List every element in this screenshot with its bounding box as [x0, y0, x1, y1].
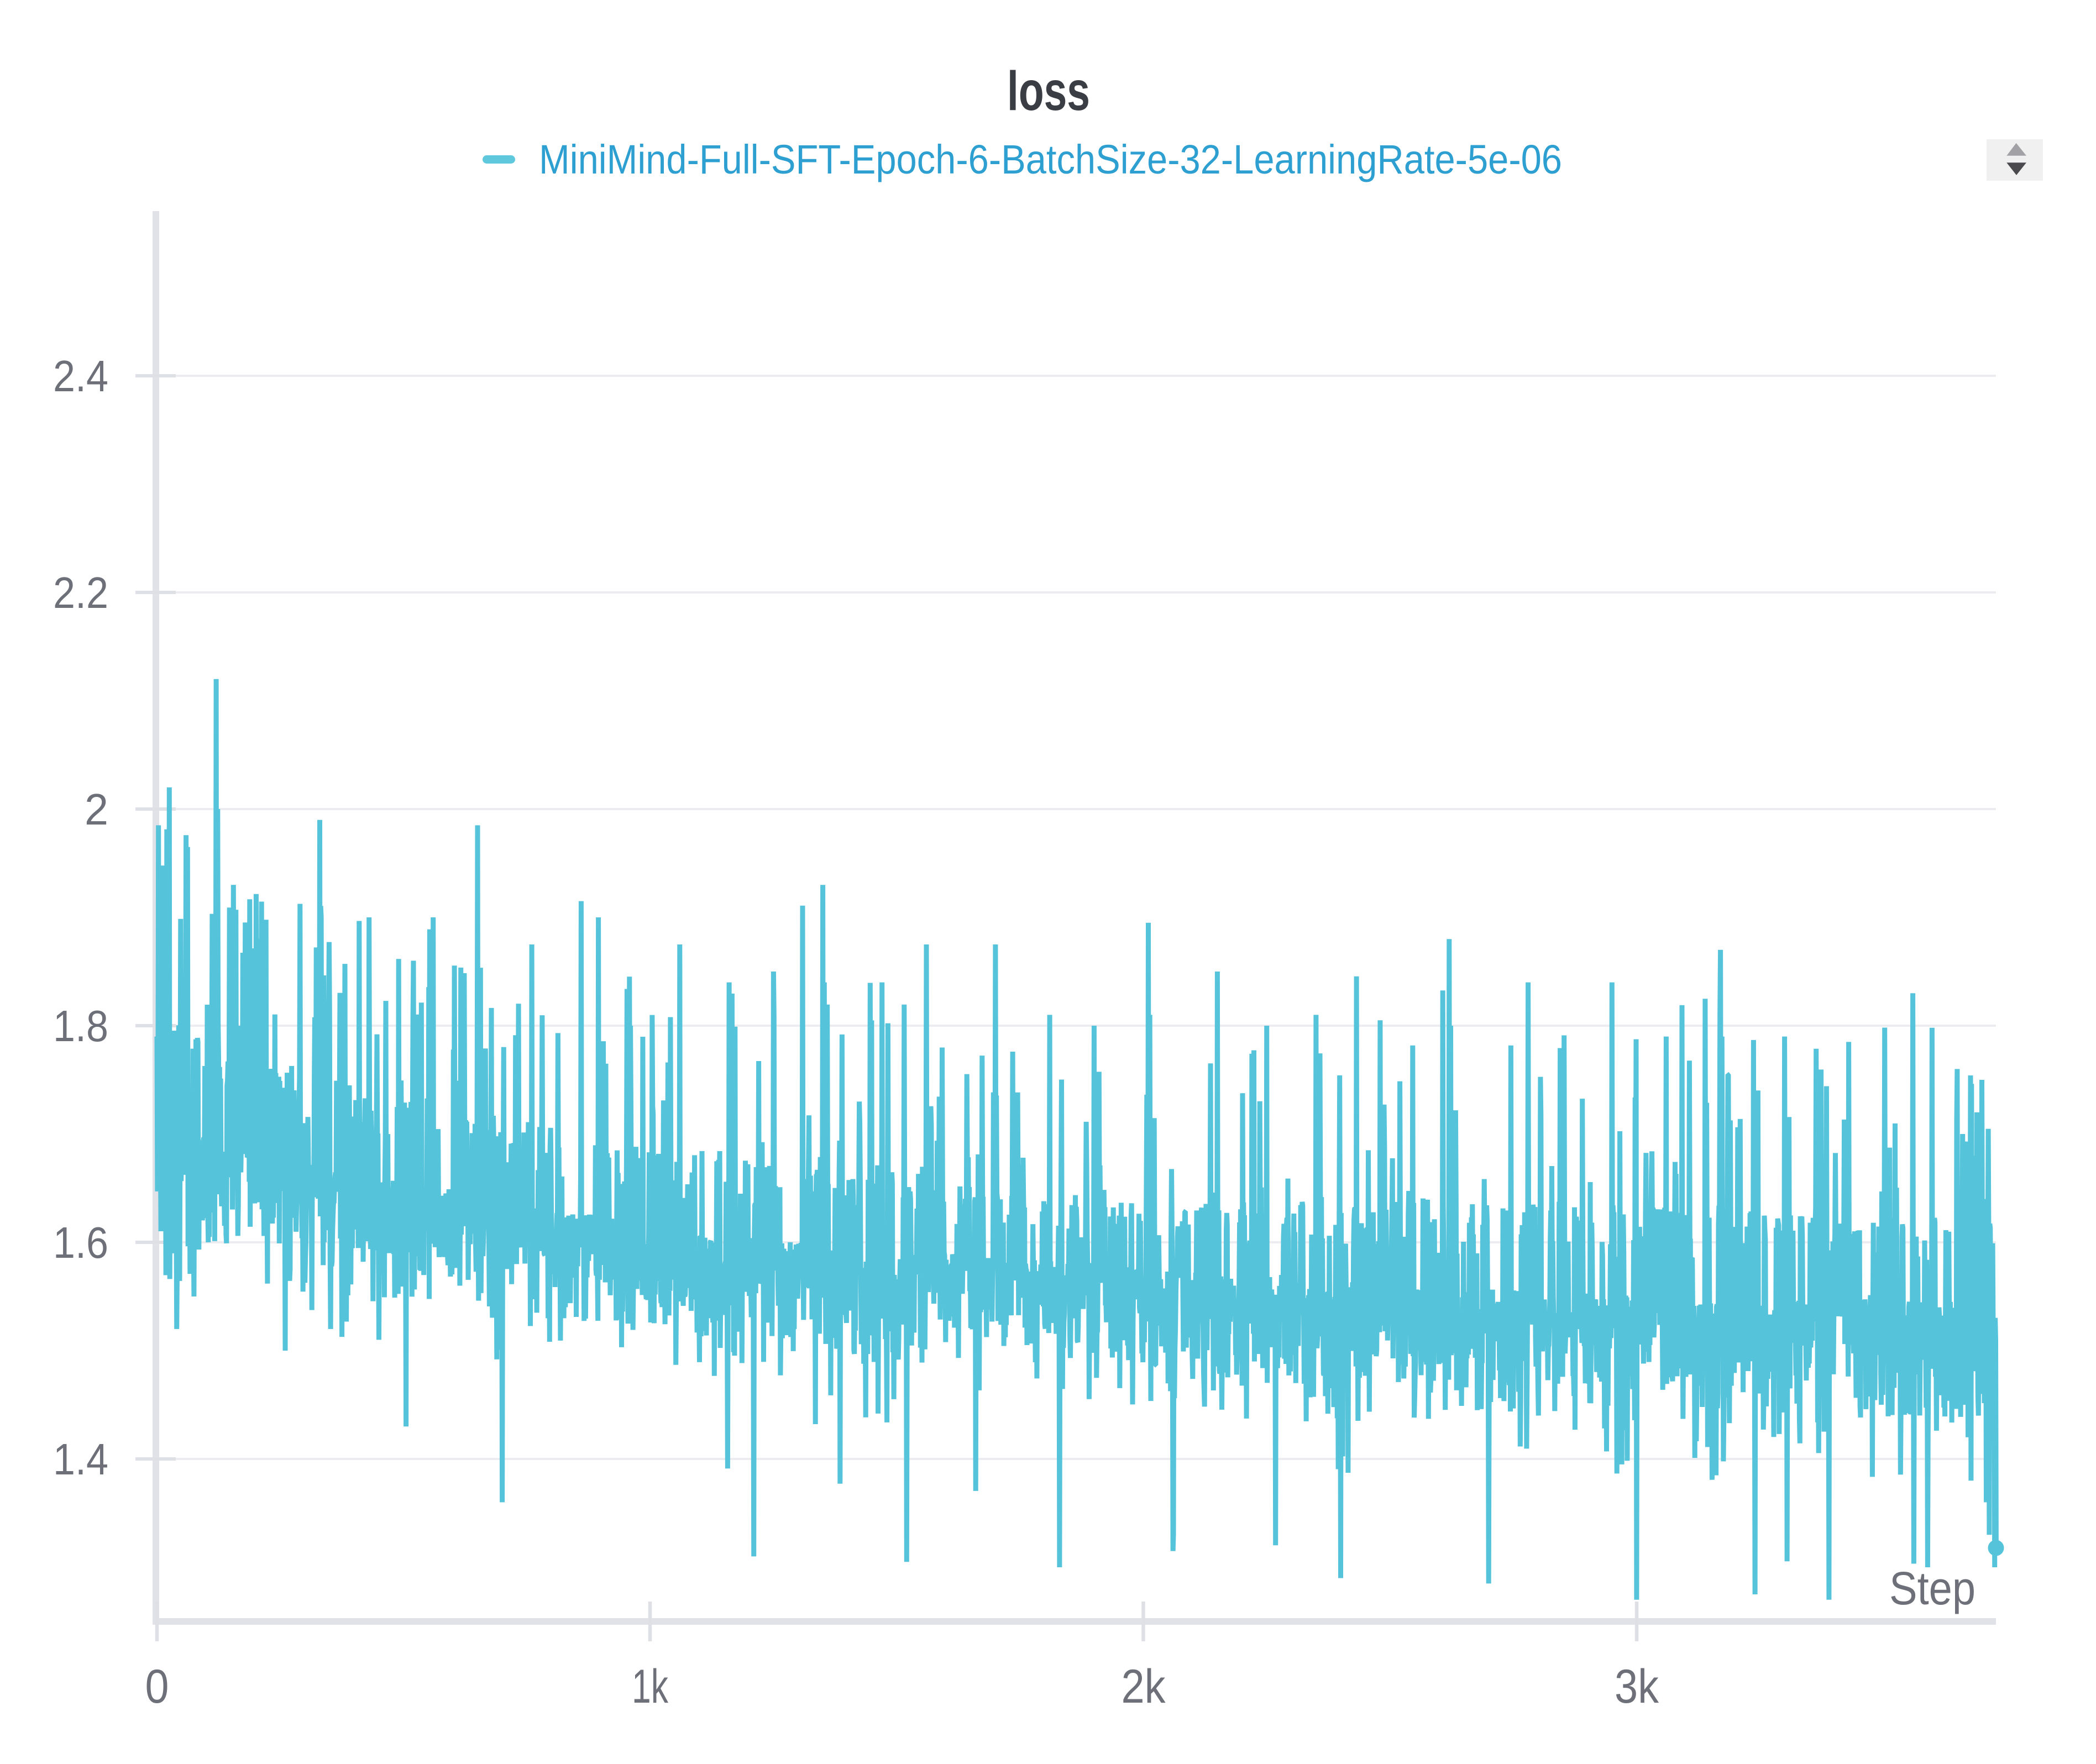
svg-text:1k: 1k: [632, 1660, 669, 1713]
svg-text:Step: Step: [1889, 1562, 1976, 1614]
svg-text:MiniMind-Full-SFT-Epoch-6-Batc: MiniMind-Full-SFT-Epoch-6-BatchSize-32-L…: [539, 136, 1562, 182]
svg-text:0: 0: [145, 1660, 169, 1713]
svg-text:3k: 3k: [1615, 1660, 1659, 1713]
svg-text:loss: loss: [1007, 60, 1090, 122]
svg-text:2.4: 2.4: [53, 351, 108, 401]
svg-text:2: 2: [85, 785, 108, 834]
svg-text:1.6: 1.6: [53, 1218, 108, 1267]
svg-text:2.2: 2.2: [53, 568, 108, 617]
svg-text:1.8: 1.8: [53, 1001, 108, 1051]
svg-text:1.4: 1.4: [53, 1435, 108, 1484]
svg-text:2k: 2k: [1122, 1660, 1166, 1713]
